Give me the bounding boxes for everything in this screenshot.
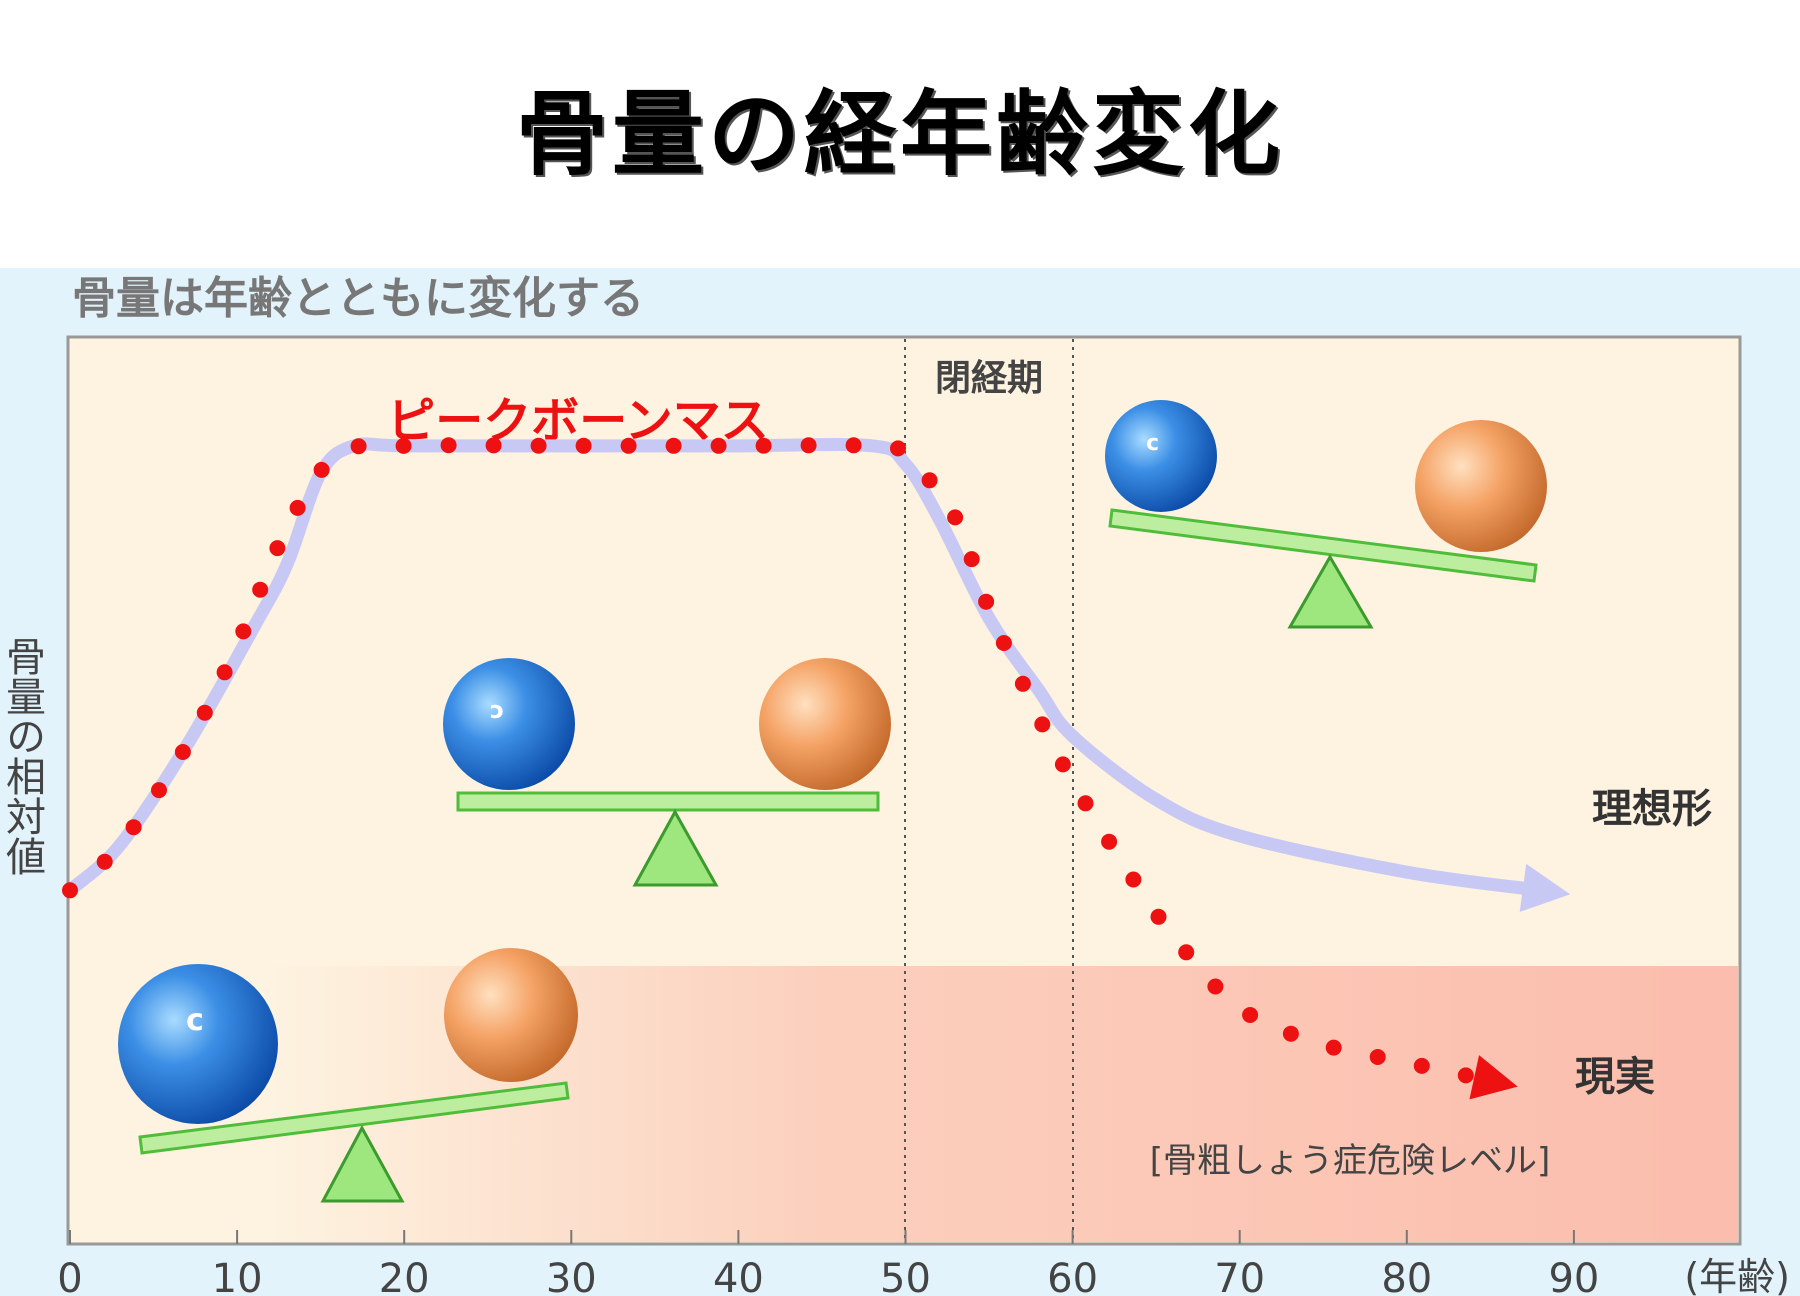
x-tick-label: 60 <box>1047 1256 1098 1296</box>
real-curve-dot <box>665 437 682 454</box>
x-axis-label: (年齢) <box>1684 1255 1790 1296</box>
real-curve-dot <box>1101 833 1118 850</box>
real-curve-dot <box>196 704 213 721</box>
bone-formation-ball-icon <box>443 658 575 790</box>
formation-glyph-icon: c <box>1146 431 1159 456</box>
real-curve-dot <box>485 437 502 454</box>
seesaw-youth: c <box>118 948 578 1203</box>
formation-glyph-icon: ɔ <box>490 696 504 724</box>
real-curve-dot <box>530 437 547 454</box>
bone-resorption-ball-icon <box>444 948 578 1082</box>
chart-title: 骨量は年齢とともに変化する <box>72 273 644 324</box>
seesaw-beam <box>138 1081 570 1155</box>
real-curve-dot <box>252 581 269 598</box>
ideal-arrowhead <box>1519 863 1571 912</box>
real-curve-dot <box>235 623 252 640</box>
real-curve-dot <box>755 437 772 454</box>
x-tick-label: 30 <box>546 1256 597 1296</box>
real-curve-dot <box>350 438 367 455</box>
real-arrowhead <box>1469 1055 1518 1100</box>
real-curve-dot <box>289 499 306 516</box>
x-tick-label: 50 <box>880 1256 931 1296</box>
bone-resorption-ball-icon <box>759 658 891 790</box>
real-curve-dot <box>1369 1049 1386 1065</box>
real-curve-dot <box>1014 675 1031 692</box>
x-tick-label: 80 <box>1381 1256 1432 1296</box>
x-tick-label: 70 <box>1214 1256 1265 1296</box>
real-curve-dot <box>620 437 637 454</box>
bone-resorption-ball-icon <box>1415 420 1547 552</box>
x-tick-label: 40 <box>713 1256 764 1296</box>
seesaw-beam <box>1108 508 1538 583</box>
real-curve-dot <box>845 437 862 454</box>
page-title: 骨量の経年齢変化 <box>515 81 1284 188</box>
real-curve-dot <box>313 461 330 478</box>
real-curve-dot <box>62 882 78 899</box>
real-curve-dot <box>1034 716 1051 733</box>
real-curve-dot <box>174 744 191 760</box>
real-curve-dot <box>800 437 817 454</box>
formation-glyph-icon: c <box>186 1003 204 1038</box>
x-axis: 0 10 20 30 40 50 60 70 80 90 (年齢) <box>57 1230 1790 1296</box>
real-curve-dot <box>151 782 167 799</box>
real-curve-dot <box>995 635 1012 651</box>
real-curve-dot <box>1150 908 1167 925</box>
real-curve-dot <box>1282 1025 1299 1042</box>
risk-zone <box>70 966 1738 1242</box>
real-curve-dot <box>96 853 113 870</box>
real-curve-dot <box>1325 1039 1342 1056</box>
real-curve-dot <box>1077 795 1094 812</box>
seesaw-fulcrum-icon <box>320 1124 405 1203</box>
seesaw-fulcrum-icon <box>632 808 719 887</box>
x-tick-label: 10 <box>212 1256 263 1296</box>
x-tick-label: 0 <box>57 1256 82 1296</box>
x-tick-label: 20 <box>379 1256 430 1296</box>
real-curve-dot <box>216 664 233 681</box>
real-curve-dot <box>440 437 457 454</box>
real-curve-dot <box>1242 1007 1259 1023</box>
ideal-series-label: 理想形 <box>1592 786 1712 832</box>
seesaw-elderly: c <box>1105 400 1547 629</box>
real-curve-dot <box>947 509 964 526</box>
bone-formation-ball-icon <box>1105 400 1217 512</box>
real-curve-dot <box>890 440 906 457</box>
seesaw-adult: ɔ <box>443 658 891 887</box>
real-curve-dot <box>1207 978 1224 995</box>
real-curve-dot <box>1178 944 1195 961</box>
real-series-label: 現実 <box>1575 1054 1655 1100</box>
real-curve-dot <box>1054 756 1071 773</box>
real-curve-dot <box>395 437 412 454</box>
real-curve-dot <box>1457 1067 1474 1084</box>
real-curve-dot <box>269 540 286 557</box>
real-curve-dot <box>963 551 980 568</box>
real-dotted-curve <box>62 437 1474 1084</box>
real-curve-dot <box>125 819 142 836</box>
menopause-label: 閉経期 <box>935 358 1043 399</box>
y-axis-label: 骨量の相対値 <box>0 636 45 876</box>
real-curve-dot <box>1125 871 1142 888</box>
real-curve-dot <box>710 437 727 454</box>
real-curve-dot <box>978 593 995 610</box>
bone-formation-ball-icon <box>118 964 278 1124</box>
real-curve-dot <box>921 472 938 489</box>
real-curve-dot <box>1413 1057 1430 1074</box>
seesaw-fulcrum-icon <box>1287 554 1374 629</box>
real-curve-dot <box>575 437 592 454</box>
risk-zone-label: [骨粗しょう症危険レベル] <box>1150 1141 1551 1181</box>
seesaw-beam <box>456 791 880 812</box>
x-tick-label: 90 <box>1548 1256 1599 1296</box>
